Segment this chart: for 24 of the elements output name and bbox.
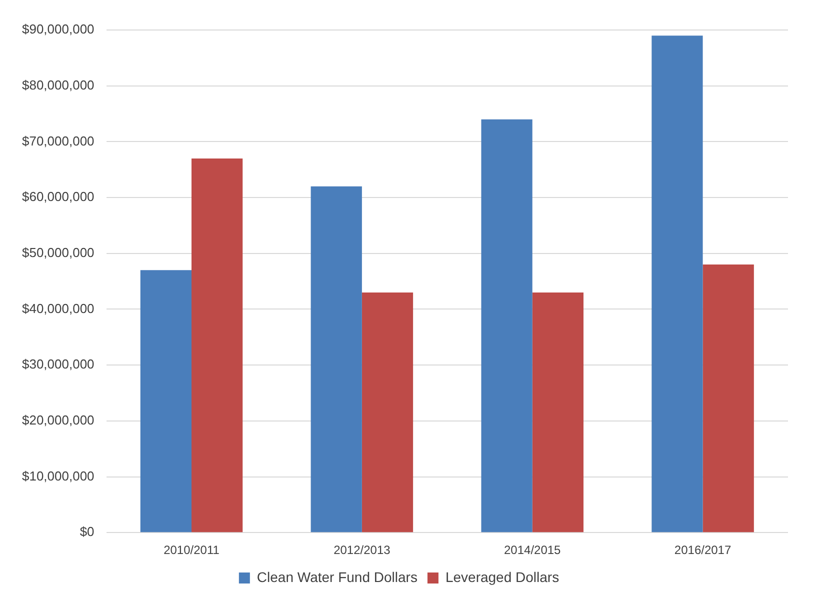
bar bbox=[192, 158, 243, 532]
legend-label: Leveraged Dollars bbox=[445, 568, 560, 585]
bar bbox=[481, 119, 532, 532]
y-tick-label: $80,000,000 bbox=[22, 77, 94, 92]
y-tick-label: $40,000,000 bbox=[22, 300, 94, 316]
y-tick-label: $0 bbox=[80, 524, 94, 540]
x-tick-label: 2012/2013 bbox=[334, 543, 391, 558]
y-tick-label: $20,000,000 bbox=[22, 412, 94, 428]
bar bbox=[310, 186, 362, 532]
bar bbox=[702, 264, 754, 532]
y-tick-label: $70,000,000 bbox=[22, 133, 94, 148]
x-tick-label: 2014/2015 bbox=[504, 543, 562, 558]
bar bbox=[532, 292, 584, 532]
bar bbox=[140, 270, 192, 532]
y-tick-label: $60,000,000 bbox=[22, 189, 94, 204]
y-tick-label: $90,000,000 bbox=[22, 22, 94, 37]
legend-label: Clean Water Fund Dollars bbox=[256, 568, 418, 585]
x-tick-label: 2016/2017 bbox=[674, 543, 732, 558]
bar bbox=[652, 36, 703, 532]
y-tick-label: $50,000,000 bbox=[22, 244, 94, 260]
bar bbox=[362, 292, 414, 532]
y-tick-label: $30,000,000 bbox=[22, 356, 94, 372]
y-tick-label: $10,000,000 bbox=[22, 468, 94, 484]
x-tick-label: 2010/2011 bbox=[164, 543, 220, 558]
